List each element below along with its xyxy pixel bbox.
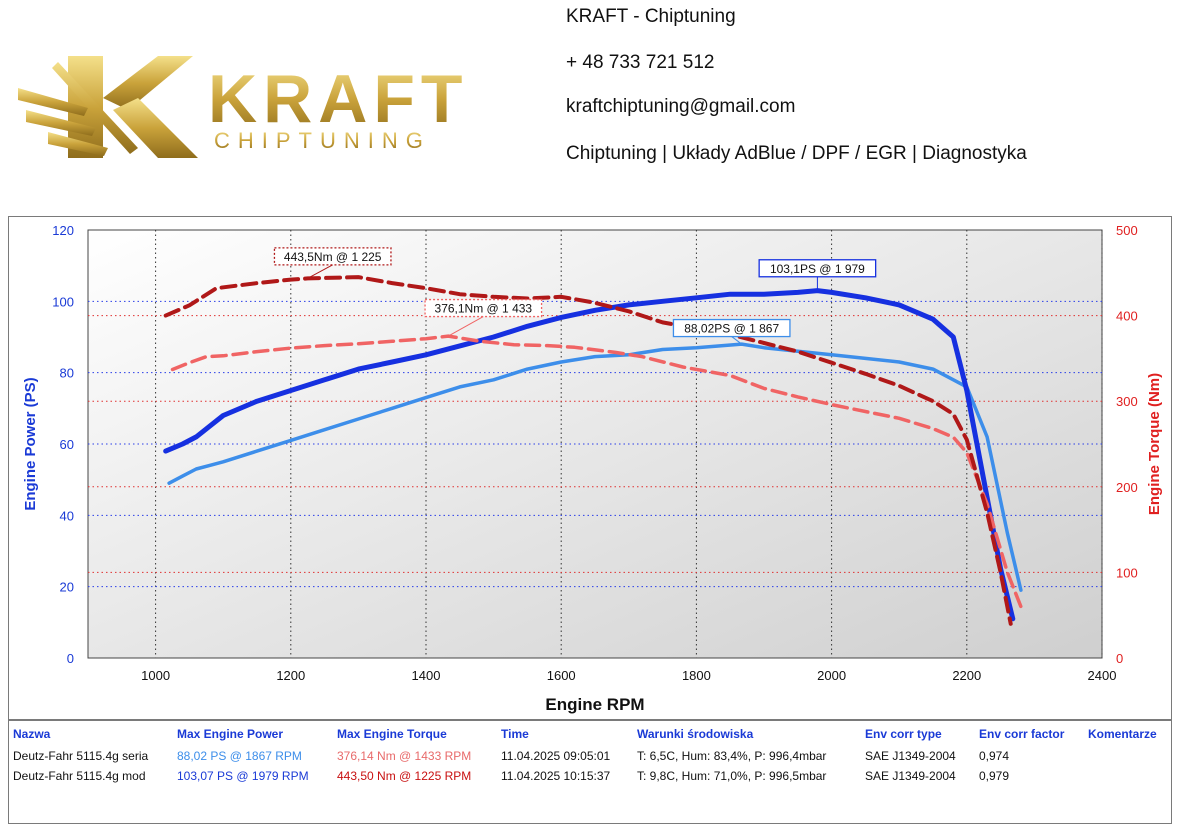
annotation-leader	[731, 336, 742, 345]
col-header-conditions: Warunki środowiska	[637, 727, 754, 741]
row-mod-max-power: 103,07 PS @ 1979 RPM	[177, 769, 309, 783]
col-header-max-power: Max Engine Power	[177, 727, 284, 741]
series-torque-mod	[163, 275, 1013, 626]
col-header-comments: Komentarze	[1088, 727, 1157, 741]
annotation-box	[672, 318, 791, 338]
y-left-axis-label: Engine Power (PS)	[22, 377, 39, 510]
results-table: Nazwa Max Engine Power Max Engine Torque…	[8, 720, 1172, 824]
col-header-name: Nazwa	[13, 727, 51, 741]
annotation-box	[758, 259, 877, 278]
x-tick-label: 2200	[952, 668, 981, 683]
y-right-tick-label: 200	[1116, 480, 1138, 495]
row-mod-max-torque: 443,50 Nm @ 1225 RPM	[337, 769, 472, 783]
y-left-tick-label: 20	[60, 580, 74, 595]
logo-word: KRAFT	[208, 61, 468, 137]
annotation-label: 376,1Nm @ 1 433	[435, 302, 533, 316]
logo-subtitle: CHIPTUNING	[214, 128, 431, 153]
y-right-tick-label: 300	[1116, 394, 1138, 409]
col-header-max-torque: Max Engine Torque	[337, 727, 447, 741]
dyno-chart-panel: 103,1PS @ 1 979 88,02PS @ 1 867 443,5Nm @ …	[8, 216, 1172, 720]
annotation-box	[273, 247, 392, 266]
y-right-tick-label: 100	[1116, 565, 1138, 580]
col-header-corr-factor: Env corr factor	[979, 727, 1065, 741]
company-services: Chiptuning | Układy AdBlue / DPF / EGR |…	[566, 143, 1027, 164]
annotation-label: 103,1PS @ 1 979	[770, 262, 865, 276]
y-left-tick-label: 60	[60, 437, 74, 452]
row-stock-corr-factor: 0,974	[979, 749, 1010, 763]
row-mod-corr-type: SAE J1349-2004	[865, 769, 956, 783]
row-stock-max-torque: 376,14 Nm @ 1433 RPM	[337, 749, 472, 763]
row-stock-conditions: T: 6,5C, Hum: 83,4%, P: 996,4mbar	[637, 749, 827, 763]
x-tick-label: 1600	[547, 668, 576, 683]
y-left-tick-label: 0	[67, 651, 74, 666]
y-right-axis-label: Engine Torque (Nm)	[1146, 373, 1163, 515]
row-stock-corr-type: SAE J1349-2004	[865, 749, 956, 763]
annotation-leader	[307, 264, 333, 279]
x-tick-label: 2400	[1088, 668, 1117, 683]
y-right-tick-label: 0	[1116, 651, 1123, 666]
kraft-logo: KRAFT CHIPTUNING	[18, 56, 468, 158]
y-left-tick-label: 120	[52, 223, 74, 238]
x-axis-label: Engine RPM	[545, 695, 644, 714]
y-left-tick-label: 100	[52, 294, 74, 309]
series-torque-stock	[170, 334, 1023, 609]
x-tick-label: 1200	[276, 668, 305, 683]
y-right-tick-label: 500	[1116, 223, 1138, 238]
dyno-chart: 103,1PS @ 1 979 88,02PS @ 1 867 443,5Nm @ …	[22, 223, 1163, 714]
company-phone: + 48 733 721 512	[566, 52, 715, 73]
col-header-time: Time	[501, 727, 529, 741]
y-left-tick-label: 80	[60, 366, 74, 381]
row-mod-conditions: T: 9,8C, Hum: 71,0%, P: 996,5mbar	[637, 769, 827, 783]
row-mod-time: 11.04.2025 10:15:37	[501, 769, 611, 783]
row-stock-name: Deutz-Fahr 5115.4g seria	[13, 749, 149, 763]
company-email: kraftchiptuning@gmail.com	[566, 96, 796, 117]
annotation-label: 88,02PS @ 1 867	[684, 322, 779, 336]
row-mod-name: Deutz-Fahr 5115.4g mod	[13, 769, 146, 783]
company-name: KRAFT - Chiptuning	[566, 6, 736, 27]
x-tick-label: 1800	[682, 668, 711, 683]
row-stock-max-power: 88,02 PS @ 1867 RPM	[177, 749, 302, 763]
plot-area	[87, 229, 1103, 659]
y-right-tick-label: 400	[1116, 309, 1138, 324]
series-power-stock	[167, 342, 1023, 592]
row-mod-corr-factor: 0,979	[979, 769, 1010, 783]
row-stock-time: 11.04.2025 09:05:01	[501, 749, 611, 763]
annotation-box	[424, 298, 543, 318]
x-tick-label: 1000	[141, 668, 170, 683]
x-tick-label: 1400	[412, 668, 441, 683]
y-left-tick-label: 40	[60, 508, 74, 523]
annotation-leader	[448, 316, 484, 337]
logo-emblem-icon	[18, 56, 198, 158]
x-tick-label: 2000	[817, 668, 846, 683]
annotation-label: 443,5Nm @ 1 225	[284, 250, 382, 264]
col-header-corr-type: Env corr type	[865, 727, 942, 741]
